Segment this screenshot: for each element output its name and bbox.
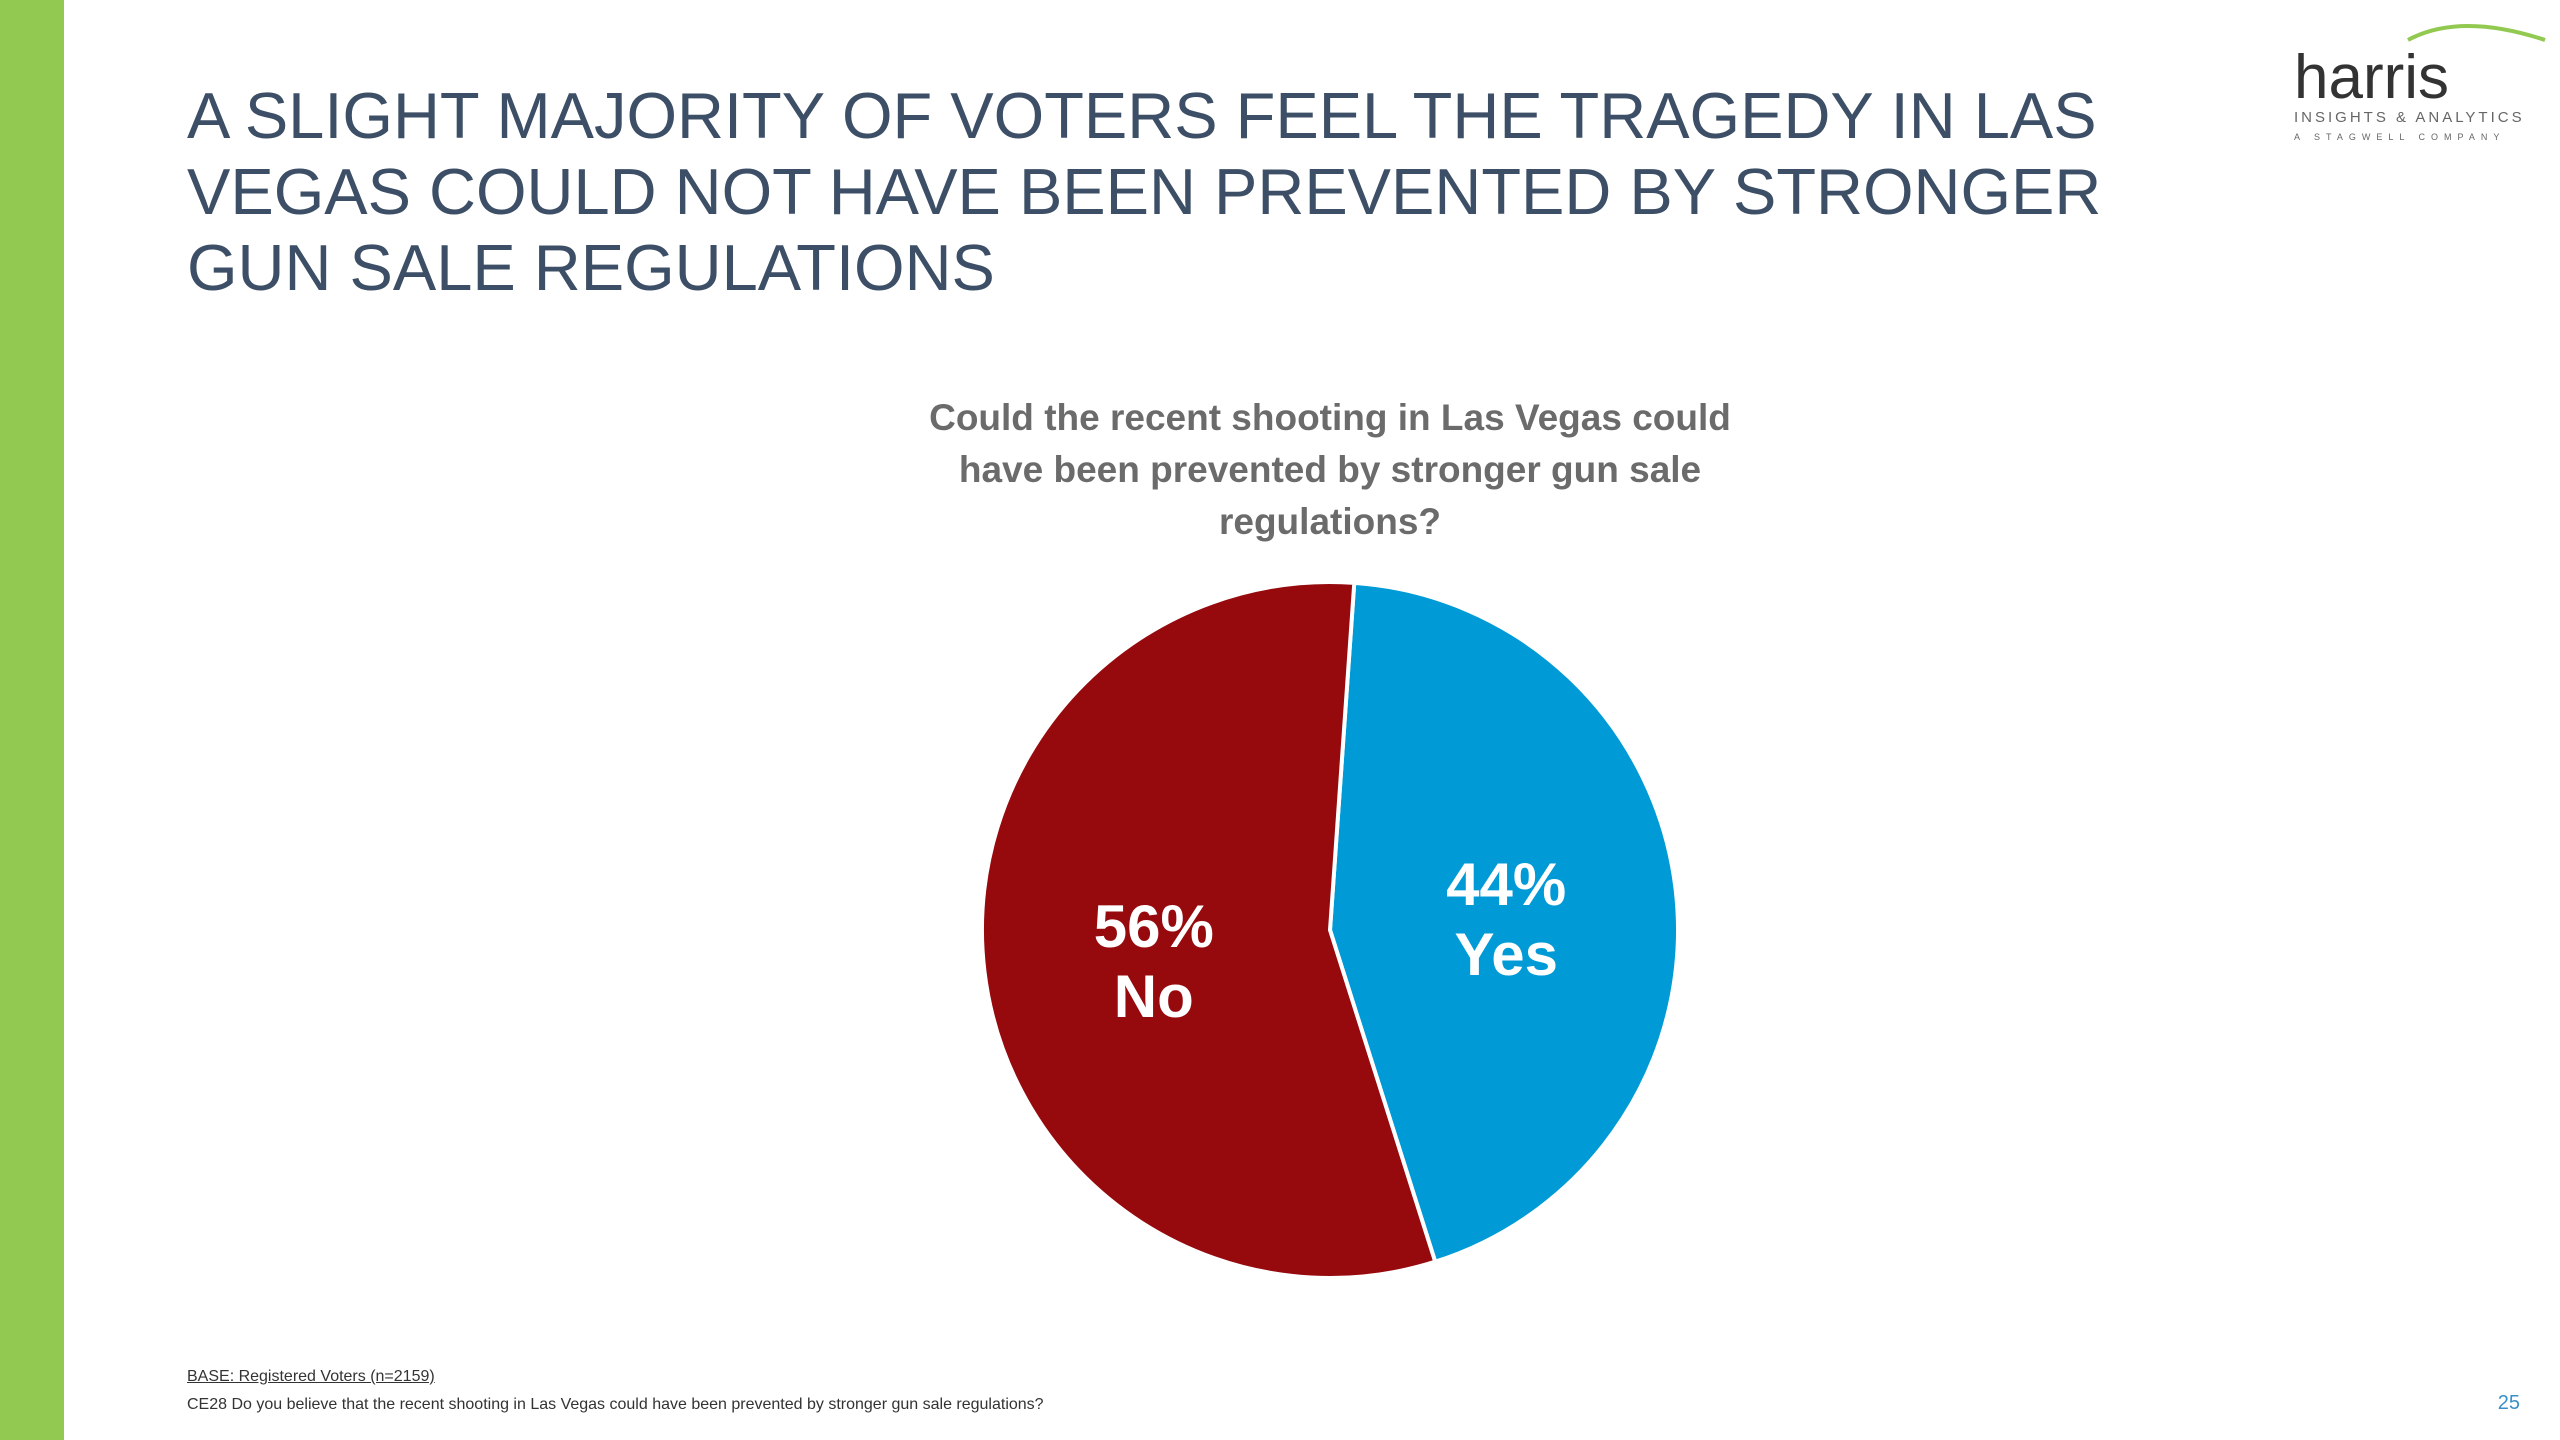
footer-base-note: BASE: Registered Voters (n=2159) — [187, 1368, 435, 1385]
logo-swoosh — [2407, 24, 2546, 42]
data-label-value-no: 56% — [1094, 893, 1214, 960]
harris-logo: harris INSIGHTS & ANALYTICS A STAGWELL C… — [2290, 18, 2550, 148]
pie-chart-svg: 44%Yes 56%No — [980, 580, 1680, 1280]
data-label-value-yes: 44% — [1446, 851, 1566, 918]
slide-headline: A SLIGHT MAJORITY OF VOTERS FEEL THE TRA… — [187, 79, 2102, 304]
logo-wordmark: harris — [2294, 43, 2449, 112]
data-label-category-yes: Yes — [1455, 921, 1558, 988]
pie-chart: 44% Yes 56% No — [960, 560, 1700, 1300]
logo-tagline: INSIGHTS & ANALYTICS — [2294, 109, 2525, 126]
pie-slice-yes — [1327, 580, 1680, 1265]
accent-sidebar-bar — [0, 0, 64, 1440]
chart-title: Could the recent shooting in Las Vegas c… — [929, 397, 1731, 542]
page-number: 25 — [2497, 1392, 2520, 1414]
harris-logo-graphic: harris INSIGHTS & ANALYTICS A STAGWELL C… — [2294, 24, 2546, 142]
data-label-category-no: No — [1114, 963, 1194, 1030]
logo-subtagline: A STAGWELL COMPANY — [2294, 132, 2505, 142]
footer-question-note: CE28 Do you believe that the recent shoo… — [187, 1396, 1044, 1413]
pie-slice-no — [980, 580, 1438, 1280]
